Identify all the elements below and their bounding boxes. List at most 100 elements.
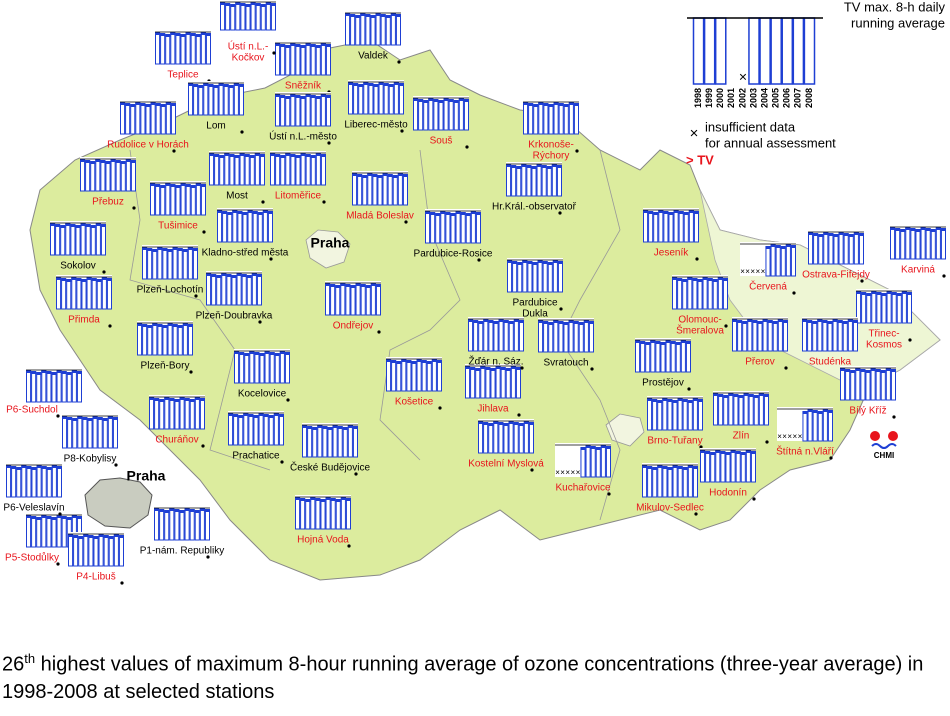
mini-bar-top — [278, 414, 284, 417]
mini-bar-top — [478, 421, 484, 424]
mini-bar-top — [187, 324, 193, 327]
mini-bar — [112, 417, 118, 449]
mini-bar — [184, 508, 190, 541]
mini-bar-top — [88, 535, 94, 538]
mini-chart — [506, 162, 563, 197]
mini-bar-top — [588, 321, 594, 324]
mini-bar-top — [200, 184, 206, 187]
mini-bar-top — [543, 103, 549, 106]
mini-bar — [194, 397, 200, 430]
mini-bar-top — [875, 369, 881, 372]
mini-bar — [365, 285, 371, 316]
mini-bar-top — [370, 15, 376, 18]
mini-bar — [162, 248, 168, 280]
mini-bar — [310, 497, 316, 530]
mini-bar — [843, 233, 849, 265]
mini-bar-top — [762, 319, 768, 322]
legend-year: 2001 — [726, 88, 736, 108]
mini-bar-top — [198, 85, 204, 88]
mini-bar-top — [367, 173, 373, 176]
mini-bar-top — [190, 185, 196, 188]
mini-bar-top — [470, 367, 476, 370]
station-label: Krkonoše- — [528, 140, 574, 151]
mini-bar — [239, 153, 245, 186]
mini-bar — [842, 321, 848, 352]
mini-bar — [159, 509, 165, 541]
mini-bar — [382, 173, 388, 206]
mini-bar — [355, 15, 361, 46]
mini-bar — [508, 321, 514, 352]
mini-bar — [418, 99, 424, 131]
mini-bar-top — [229, 154, 235, 157]
mini-bar — [553, 320, 559, 353]
mini-bar-top — [200, 32, 206, 35]
mini-bar — [807, 409, 813, 442]
station-label: P6-Veleslavín — [3, 503, 64, 514]
station-dot — [258, 320, 262, 324]
mini-bar-top — [325, 95, 331, 98]
mini-bar — [106, 278, 112, 310]
mini-bar — [95, 223, 101, 256]
mini-bar-top — [209, 153, 215, 156]
mini-bar — [388, 84, 394, 115]
station-label: Ondřejov — [333, 321, 374, 332]
station-dot — [206, 555, 210, 559]
mini-bar — [397, 173, 403, 206]
mini-bar — [269, 352, 275, 384]
mini-bar — [807, 320, 813, 352]
station-label: Plzeň-Doubravka — [196, 311, 273, 322]
mini-bar — [802, 411, 808, 442]
mini-bar — [650, 340, 656, 373]
mini-bar — [241, 274, 247, 306]
mini-bar — [165, 34, 171, 65]
mini-bar — [265, 2, 271, 31]
mini-bar-top — [285, 45, 291, 48]
mini-bar-top — [553, 320, 559, 323]
mini-bar — [295, 44, 301, 76]
mini-bar — [431, 359, 437, 392]
mini-bar — [373, 84, 379, 115]
mini-bar-top — [164, 397, 170, 400]
mini-chart — [840, 366, 897, 401]
mini-chart — [890, 225, 947, 260]
mini-bar — [551, 164, 557, 197]
mini-bar-top — [752, 320, 758, 323]
mini-bar-top — [827, 321, 833, 324]
mini-bar-top — [526, 165, 532, 168]
mini-bar-top — [705, 451, 711, 454]
mini-bar-top — [905, 227, 911, 230]
mini-bar-top — [154, 398, 160, 401]
mini-bar — [177, 325, 183, 356]
mini-bar — [6, 465, 12, 498]
mini-bar-top — [388, 84, 394, 87]
mini-chart — [672, 275, 729, 310]
mini-bar — [840, 368, 846, 401]
mini-bar-top — [568, 320, 574, 323]
mini-bar — [692, 466, 699, 498]
mini-bar-top — [718, 394, 724, 397]
mini-bar — [890, 369, 897, 401]
mini-bar-top — [563, 104, 569, 107]
mini-chart — [150, 181, 206, 216]
mini-bar-top — [51, 465, 57, 468]
mini-bar-top — [345, 498, 351, 501]
station-dot — [829, 456, 833, 460]
mini-bar — [150, 102, 156, 135]
mini-bar — [580, 447, 586, 478]
mini-bar — [667, 399, 673, 431]
mini-bar-top — [290, 154, 296, 157]
station-dot — [322, 200, 326, 204]
mini-bar-top — [147, 248, 153, 251]
mini-bar-top — [850, 370, 856, 373]
mini-bar-top — [68, 534, 74, 537]
mini-bar — [552, 260, 558, 293]
mini-bar — [162, 325, 168, 356]
cross-mark: × — [576, 468, 581, 477]
mini-bar — [470, 367, 476, 399]
mini-bar — [73, 535, 79, 567]
mini-bar-top — [860, 369, 866, 372]
mini-bar — [254, 153, 260, 186]
mini-bar-top — [36, 465, 42, 468]
mini-bar-top — [325, 283, 331, 286]
legend-bar — [748, 17, 760, 85]
